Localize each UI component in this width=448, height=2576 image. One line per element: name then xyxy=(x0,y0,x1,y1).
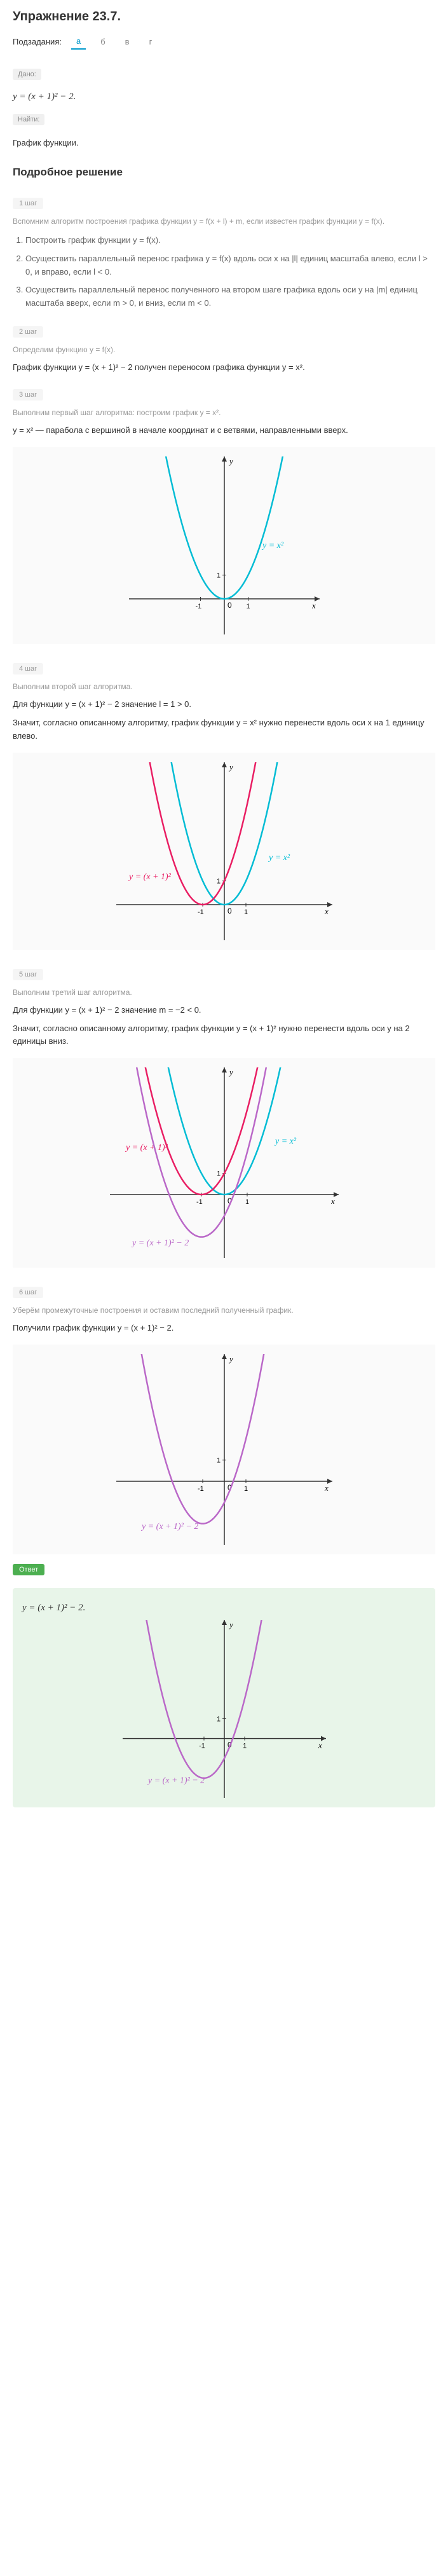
svg-text:1: 1 xyxy=(244,908,248,916)
step5-label: 5 шаг xyxy=(13,969,43,980)
step2-label: 2 шаг xyxy=(13,326,43,338)
given-label: Дано: xyxy=(13,69,41,80)
subtasks-row: Подзадания: а б в г xyxy=(13,34,435,50)
graph1-container: x y 0 1 -1 1 y = x² xyxy=(13,447,435,644)
graph4-container: xy01-11y = (x + 1)² − 2 xyxy=(13,1345,435,1554)
page-title: Упражнение 23.7. xyxy=(13,10,435,24)
svg-text:1: 1 xyxy=(217,877,221,885)
subtask-tab-b[interactable]: б xyxy=(95,34,110,49)
graph2-container: x y 0 1 -1 1 y = x² y = (x + 1)² xyxy=(13,753,435,950)
svg-text:1: 1 xyxy=(245,1198,249,1206)
step5-intro: Выполним третий шаг алгоритма. xyxy=(13,987,435,999)
svg-text:y = (x + 1)² − 2: y = (x + 1)² − 2 xyxy=(131,1238,189,1248)
step1-item: Осуществить параллельный перенос графика… xyxy=(25,252,435,279)
svg-text:0: 0 xyxy=(227,601,232,610)
svg-text:-1: -1 xyxy=(198,908,204,916)
step3-text: y = x² — парабола с вершиной в начале ко… xyxy=(13,424,435,437)
step1-label: 1 шаг xyxy=(13,198,43,209)
solution-title: Подробное решение xyxy=(13,166,435,179)
svg-text:y: y xyxy=(228,1354,233,1364)
svg-text:y: y xyxy=(228,1067,233,1077)
svg-text:1: 1 xyxy=(244,1485,248,1493)
svg-text:1: 1 xyxy=(243,1743,247,1750)
svg-text:y = x²: y = x² xyxy=(274,1137,297,1146)
answer-block: y = (x + 1)² − 2. xy01-11y = (x + 1)² − … xyxy=(13,1588,435,1807)
step3-label: 3 шаг xyxy=(13,389,43,401)
svg-text:y: y xyxy=(228,456,233,466)
subtask-tab-a[interactable]: а xyxy=(71,34,86,50)
step1-list: Построить график функции y = f(x). Осуще… xyxy=(25,234,435,310)
svg-text:y = x²: y = x² xyxy=(268,853,290,863)
subtask-tab-v[interactable]: в xyxy=(120,34,135,49)
graph2: x y 0 1 -1 1 y = x² y = (x + 1)² xyxy=(116,762,332,940)
svg-text:-1: -1 xyxy=(198,1485,204,1493)
answer-label: Ответ xyxy=(13,1564,44,1575)
svg-text:x: x xyxy=(324,907,329,916)
step1-item: Построить график функции y = f(x). xyxy=(25,234,435,247)
graph3-container: xy01-11y = x²y = (x + 1)²y = (x + 1)² − … xyxy=(13,1058,435,1268)
svg-text:y = (x + 1)² − 2: y = (x + 1)² − 2 xyxy=(140,1522,198,1531)
svg-text:1: 1 xyxy=(217,1457,221,1465)
svg-text:x: x xyxy=(324,1483,329,1493)
graph4: xy01-11y = (x + 1)² − 2 xyxy=(116,1354,332,1545)
graph1: x y 0 1 -1 1 y = x² xyxy=(129,456,320,634)
svg-text:y: y xyxy=(228,762,233,772)
svg-text:-1: -1 xyxy=(196,1198,203,1206)
step5-text2: Значит, согласно описанному алгоритму, г… xyxy=(13,1022,435,1049)
svg-text:0: 0 xyxy=(227,907,232,915)
step6-label: 6 шаг xyxy=(13,1287,43,1298)
step4-text2: Значит, согласно описанному алгоритму, г… xyxy=(13,716,435,743)
find-text: График функции. xyxy=(13,137,435,150)
step6-text: Получили график функции y = (x + 1)² − 2… xyxy=(13,1322,435,1335)
svg-text:x: x xyxy=(330,1196,335,1206)
svg-text:-1: -1 xyxy=(195,603,201,610)
svg-text:y: y xyxy=(228,1620,233,1629)
step1-item: Осуществить параллельный перенос получен… xyxy=(25,284,435,310)
svg-text:1: 1 xyxy=(217,1716,221,1723)
step2-text: График функции y = (x + 1)² − 2 получен … xyxy=(13,361,435,374)
svg-text:x: x xyxy=(318,1741,322,1750)
svg-text:x: x xyxy=(311,601,316,610)
svg-text:y = x²: y = x² xyxy=(261,541,284,551)
svg-text:y = (x + 1)²: y = (x + 1)² xyxy=(128,872,172,882)
svg-text:y = (x + 1)² − 2: y = (x + 1)² − 2 xyxy=(147,1776,205,1786)
find-label: Найти: xyxy=(13,114,44,125)
step5-text1: Для функции y = (x + 1)² − 2 значение m … xyxy=(13,1004,435,1017)
step2-intro: Определим функцию y = f(x). xyxy=(13,344,435,356)
step4-text1: Для функции y = (x + 1)² − 2 значение l … xyxy=(13,698,435,711)
step3-intro: Выполним первый шаг алгоритма: построим … xyxy=(13,407,435,419)
subtask-tab-g[interactable]: г xyxy=(144,34,158,49)
answer-formula: y = (x + 1)² − 2. xyxy=(22,1603,426,1613)
step4-label: 4 шаг xyxy=(13,663,43,675)
step1-intro: Вспомним алгоритм построения графика фун… xyxy=(13,216,435,228)
graph5: xy01-11y = (x + 1)² − 2 xyxy=(123,1620,326,1798)
svg-text:1: 1 xyxy=(217,572,221,580)
subtasks-label: Подзадания: xyxy=(13,37,62,46)
svg-text:-1: -1 xyxy=(199,1743,205,1750)
given-formula: y = (x + 1)² − 2. xyxy=(13,92,435,102)
step6-intro: Уберём промежуточные построения и остави… xyxy=(13,1305,435,1317)
svg-text:1: 1 xyxy=(246,603,250,610)
step4-intro: Выполним второй шаг алгоритма. xyxy=(13,681,435,693)
graph3: xy01-11y = x²y = (x + 1)²y = (x + 1)² − … xyxy=(110,1067,339,1258)
svg-text:1: 1 xyxy=(217,1170,221,1178)
svg-text:y = (x + 1)²: y = (x + 1)² xyxy=(125,1143,168,1153)
